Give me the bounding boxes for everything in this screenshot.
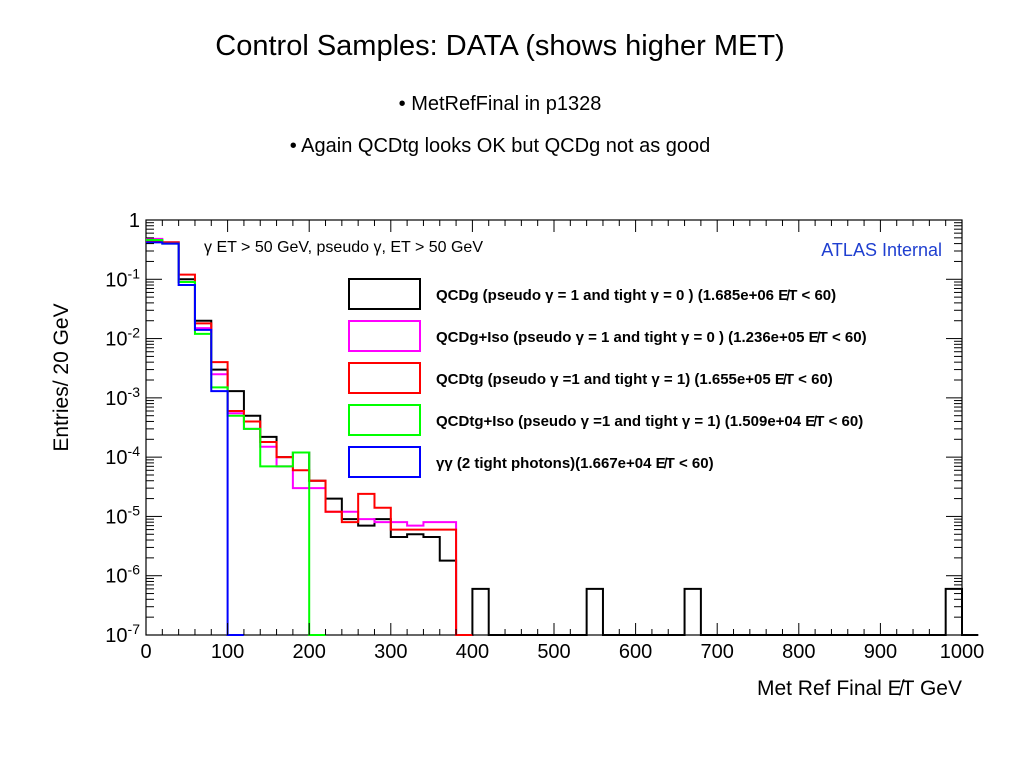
y-axis-label: Entries/ 20 GeV	[50, 303, 73, 451]
x-tick-label: 300	[374, 641, 407, 663]
legend-swatch	[348, 320, 421, 352]
x-tick-label: 400	[456, 641, 489, 663]
y-tick-label: 10-6	[105, 562, 140, 588]
selection-text: γ ET > 50 GeV, pseudo γ, ET > 50 GeV	[204, 239, 483, 256]
legend-label: QCDg (pseudo γ = 1 and tight γ = 0 ) (1.…	[436, 287, 836, 304]
legend-swatch	[348, 278, 421, 310]
x-tick-label: 500	[537, 641, 570, 663]
x-tick-label: 200	[293, 641, 326, 663]
bullet-comparison: • Again QCDtg looks OK but QCDg not as g…	[289, 135, 711, 157]
y-tick-label: 10-3	[105, 384, 140, 410]
y-tick-label: 10-1	[105, 265, 140, 291]
x-tick-label: 700	[701, 641, 734, 663]
y-tick-label: 10-7	[105, 621, 140, 647]
histogram-chart: 0 100 200 300 400 500 600 700 800 900 1000 1 10-1 10-…	[50, 210, 985, 700]
x-tick-label: 600	[619, 641, 652, 663]
x-tick-label: 0	[140, 641, 151, 663]
plot-frame	[145, 219, 963, 636]
x-tick-label: 900	[864, 641, 897, 663]
y-tick-label: 10-2	[105, 325, 140, 351]
legend-label: QCDg+Iso (pseudo γ = 1 and tight γ = 0 )…	[436, 329, 867, 346]
histogram-series-2	[146, 239, 473, 636]
atlas-internal-label: ATLAS Internal	[821, 240, 942, 260]
x-axis-label: Met Ref Final E̸T GeV	[757, 677, 962, 700]
y-tick-label: 10-4	[105, 443, 140, 469]
x-tick-label: 1000	[940, 641, 985, 663]
bullet-release: • MetRefFinal in p1328	[398, 93, 602, 115]
x-tick-label: 800	[782, 641, 815, 663]
legend-label: QCDtg (pseudo γ =1 and tight γ = 1) (1.6…	[436, 371, 833, 388]
x-tick-label: 100	[211, 641, 244, 663]
legend-swatch	[348, 362, 421, 394]
slide-title: Control Samples: DATA (shows higher MET)	[215, 30, 785, 62]
legend-label: QCDtg+Iso (pseudo γ =1 and tight γ = 1) …	[436, 413, 863, 430]
legend-label: γγ (2 tight photons)(1.667e+04 E̸T < 60)	[436, 455, 714, 472]
y-tick-label: 1	[129, 210, 140, 232]
legend-swatch	[348, 446, 421, 478]
y-tick-label: 10-5	[105, 502, 140, 528]
legend-swatch	[348, 404, 421, 436]
